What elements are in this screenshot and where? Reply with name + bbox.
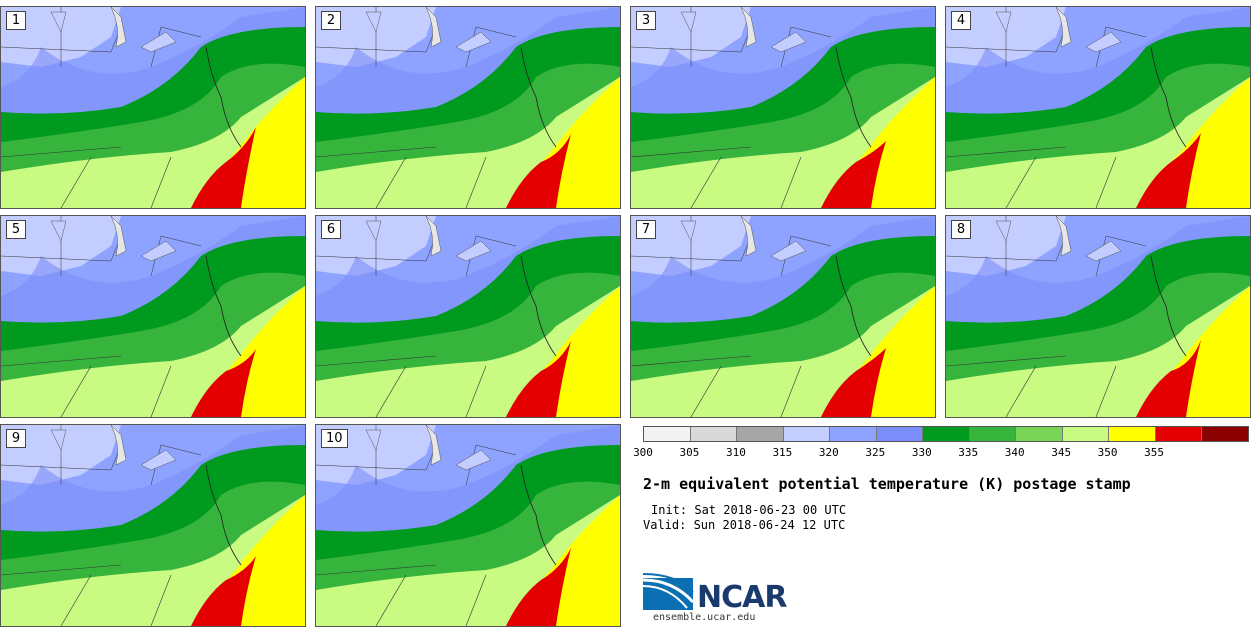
map-panel: 4 <box>945 6 1251 209</box>
map-panel: 7 <box>630 215 936 418</box>
map-panel: 9 <box>0 424 306 627</box>
map-panel: 5 <box>0 215 306 418</box>
colorbar-swatch <box>1062 427 1110 441</box>
panel-number: 3 <box>636 11 656 30</box>
temperature-map <box>631 216 935 417</box>
colorbar-swatch <box>923 427 970 441</box>
colorbar-swatch <box>690 427 738 441</box>
colorbar-swatch <box>969 427 1017 441</box>
website-url: ensemble.ucar.edu <box>653 612 756 623</box>
panel-number: 1 <box>6 11 26 30</box>
panel-number: 6 <box>321 220 341 239</box>
colorbar-swatch <box>1202 427 1248 441</box>
temperature-map <box>316 216 620 417</box>
temperature-map <box>1 216 305 417</box>
panel-number: 2 <box>321 11 341 30</box>
colorbar-tick-label: 355 <box>1144 446 1164 459</box>
ncar-logo-icon <box>643 573 695 610</box>
colorbar-tick-label: 315 <box>772 446 793 459</box>
colorbar-tick-label: 350 <box>1097 446 1118 459</box>
temperature-map <box>316 425 620 626</box>
panel-number: 4 <box>951 11 971 30</box>
map-panel: 8 <box>945 215 1251 418</box>
temperature-map <box>946 7 1250 208</box>
colorbar-tick-label: 320 <box>818 446 839 459</box>
colorbar-swatch <box>644 427 691 441</box>
panel-number: 7 <box>636 220 656 239</box>
valid-time: Valid: Sun 2018-06-24 12 UTC <box>643 518 846 532</box>
panel-number: 8 <box>951 220 971 239</box>
colorbar-tick-label: 335 <box>958 446 979 459</box>
map-panel: 2 <box>315 6 621 209</box>
colorbar-tick-label: 330 <box>911 446 932 459</box>
map-panel: 10 <box>315 424 621 627</box>
colorbar-swatch <box>1016 427 1063 441</box>
panel-number: 5 <box>6 220 26 239</box>
colorbar-tick-label: 340 <box>1004 446 1025 459</box>
panel-number: 9 <box>6 429 26 448</box>
colorbar-tick-label: 325 <box>865 446 886 459</box>
colorbar-tick-label: 310 <box>725 446 746 459</box>
colorbar-tick-label: 300 <box>633 446 653 459</box>
ncar-logo-text: NCAR <box>697 580 787 615</box>
map-panel: 3 <box>630 6 936 209</box>
colorbar-swatch <box>783 427 831 441</box>
colorbar-tick-label: 345 <box>1051 446 1072 459</box>
colorbar-legend: 300 305 310 315 320 325 330 335 340 345 350 355 <box>633 426 1249 466</box>
colorbar-swatch <box>737 427 784 441</box>
colorbar-swatch <box>876 427 924 441</box>
map-panel: 1 <box>0 6 306 209</box>
colorbar-tick-label: 305 <box>679 446 700 459</box>
map-panel: 6 <box>315 215 621 418</box>
panel-number: 10 <box>321 429 348 448</box>
colorbar-swatch <box>1155 427 1203 441</box>
temperature-map <box>946 216 1250 417</box>
colorbar-swatch <box>830 427 877 441</box>
colorbar-swatch <box>1109 427 1156 441</box>
temperature-map <box>1 425 305 626</box>
temperature-map <box>316 7 620 208</box>
temperature-map <box>631 7 935 208</box>
chart-title: 2-m equivalent potential temperature (K)… <box>643 475 1131 493</box>
colorbar <box>643 426 1249 442</box>
init-time: Init: Sat 2018-06-23 00 UTC <box>651 503 847 517</box>
temperature-map <box>1 7 305 208</box>
